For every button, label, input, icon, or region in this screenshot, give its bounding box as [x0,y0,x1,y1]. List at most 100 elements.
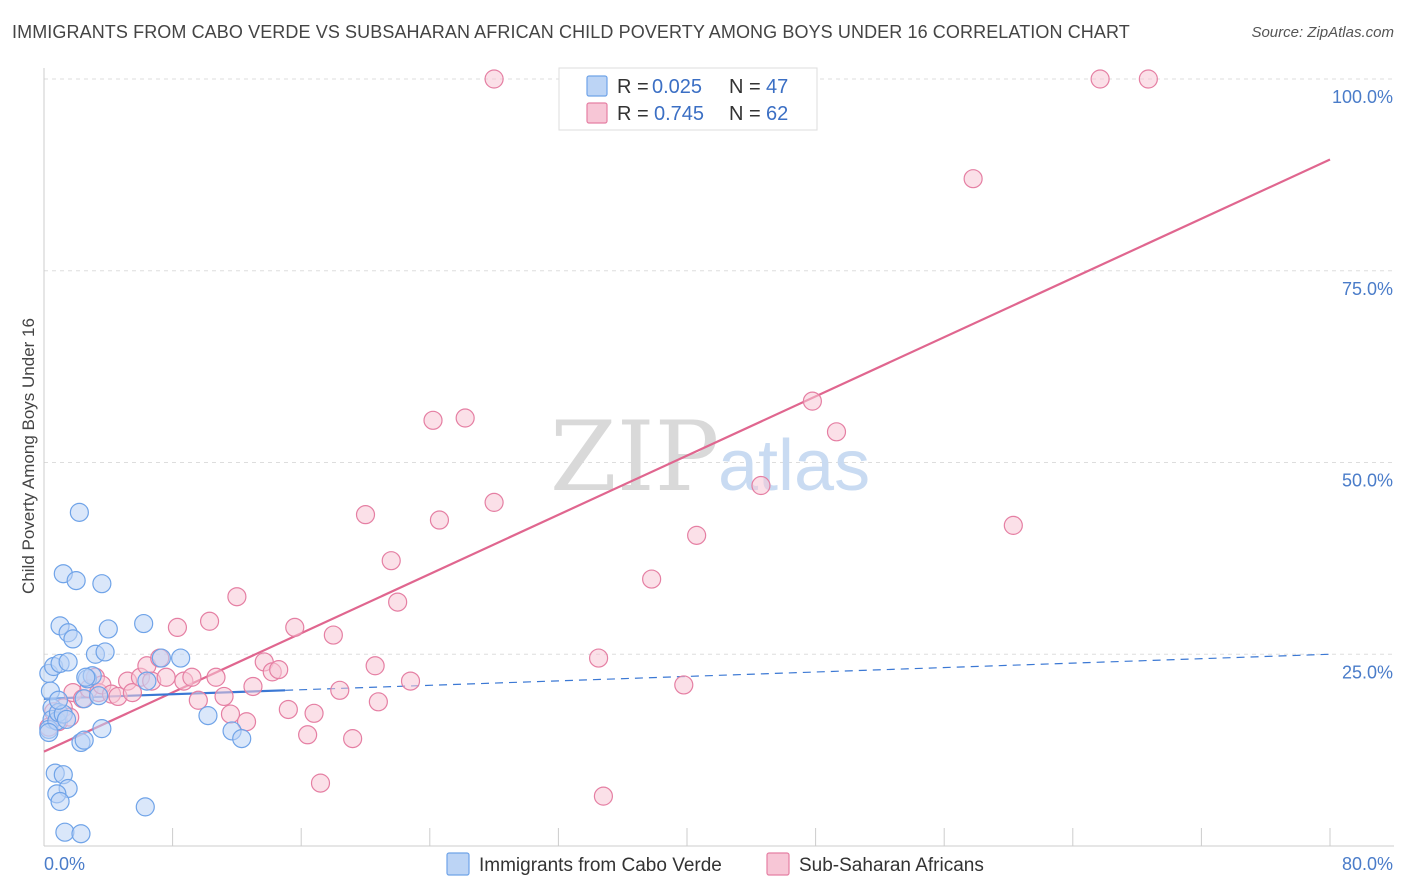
tick-labels: 25.0% 50.0% 75.0% 100.0% 0.0% 80.0% [44,87,1393,874]
data-point-sub-saharan [167,617,188,638]
data-point-cabo-verde [232,729,252,749]
legend-r-label: R = [617,103,649,125]
data-point-cabo-verde [198,706,218,726]
y-tick-label: 100.0% [1332,87,1393,107]
data-point-sub-saharan [182,667,202,687]
data-point-cabo-verde [50,791,70,812]
watermark-atlas: atlas [718,426,870,506]
series-sub-saharan-points [39,69,1158,806]
data-point-sub-saharan [188,690,208,710]
data-point-cabo-verde [39,722,59,743]
data-point-sub-saharan [206,667,226,687]
data-point-cabo-verde [66,571,86,591]
data-point-sub-saharan [285,617,305,638]
data-point-sub-saharan [298,725,318,745]
data-point-cabo-verde [95,642,115,662]
data-point-cabo-verde [56,709,77,730]
watermark: ZIP atlas [550,401,870,513]
data-point-sub-saharan [243,676,263,697]
data-point-sub-saharan [1138,69,1158,89]
y-tick-label: 25.0% [1342,662,1393,682]
legend-bottom-swatch-pink [766,852,790,876]
legend-bottom: Immigrants from Cabo Verde Sub-Saharan A… [446,852,984,876]
data-point-sub-saharan [802,391,822,411]
data-point-sub-saharan [304,703,324,723]
data-point-cabo-verde [89,686,109,706]
data-point-sub-saharan [1003,515,1023,535]
data-point-sub-saharan [674,675,694,695]
trend-line-sub-saharan [43,158,1331,753]
data-point-cabo-verde [58,652,78,672]
data-point-sub-saharan [588,648,609,668]
watermark-zip: ZIP [550,401,719,513]
legend-bottom-label-pink: Sub-Saharan Africans [799,855,984,876]
data-point-cabo-verde [92,574,112,594]
legend-n-label: N = [729,76,761,98]
data-point-sub-saharan [642,569,662,589]
data-point-sub-saharan [368,692,388,712]
data-point-cabo-verde [151,648,171,668]
gridlines [44,78,1394,655]
legend-swatch-blue [586,75,608,97]
data-point-sub-saharan [826,422,847,442]
legend-r-label: R = [617,76,649,98]
legend-n-value: 62 [766,103,788,125]
legend-r-value: 0.745 [654,103,704,125]
data-point-cabo-verde [76,667,96,687]
y-tick-label: 75.0% [1342,279,1393,299]
data-point-sub-saharan [330,680,350,700]
data-point-cabo-verde [171,648,191,668]
data-point-sub-saharan [310,773,331,793]
data-point-sub-saharan [343,729,363,749]
data-point-sub-saharan [214,686,234,707]
data-point-sub-saharan [455,408,475,428]
data-point-sub-saharan [365,656,385,676]
data-point-sub-saharan [355,505,376,525]
x-tick-label: 0.0% [44,854,85,874]
data-point-sub-saharan [484,69,504,89]
y-axis-label: Child Poverty Among Boys Under 16 [19,318,38,594]
x-tick-label: 80.0% [1342,854,1393,874]
data-point-sub-saharan [963,169,983,189]
data-point-cabo-verde [48,690,69,710]
data-point-cabo-verde [55,822,75,842]
data-point-cabo-verde [134,613,154,634]
data-point-sub-saharan [199,611,220,631]
data-point-cabo-verde [69,502,89,522]
data-point-sub-saharan [1090,69,1110,89]
series-cabo-verde-points [39,502,252,844]
data-point-sub-saharan [423,410,443,430]
data-point-sub-saharan [400,671,421,691]
data-point-cabo-verde [74,730,94,750]
data-point-cabo-verde [135,797,155,817]
data-point-sub-saharan [381,551,401,571]
legend-n-value: 47 [766,76,788,98]
data-point-sub-saharan [227,587,247,607]
data-point-sub-saharan [388,592,408,612]
data-point-cabo-verde [63,629,83,649]
data-point-cabo-verde [137,671,157,691]
data-point-sub-saharan [269,659,289,680]
data-point-sub-saharan [156,667,176,687]
data-point-sub-saharan [323,625,343,645]
data-point-sub-saharan [122,682,143,703]
data-point-sub-saharan [429,510,450,530]
trend-line-cabo-verde-extension [285,653,1331,691]
data-point-sub-saharan [220,704,241,724]
trend-lines [43,158,1331,753]
y-tick-label: 50.0% [1342,471,1393,491]
legend-bottom-swatch-blue [446,852,470,876]
legend-r-value: 0.025 [652,76,702,98]
data-point-sub-saharan [751,475,771,496]
legend-top: R = 0.025 N = 47 R = 0.745 N = 62 [558,67,818,131]
legend-bottom-label-blue: Immigrants from Cabo Verde [479,855,722,876]
legend-swatch-pink [586,102,608,124]
legend-n-label: N = [729,103,761,125]
data-point-cabo-verde [71,824,91,844]
data-point-sub-saharan [484,492,504,512]
source-credit: Source: ZipAtlas.com [1251,24,1394,41]
data-point-cabo-verde [98,619,118,639]
chart-title: IMMIGRANTS FROM CABO VERDE VS SUBSAHARAN… [12,22,1130,42]
data-point-sub-saharan [687,525,707,545]
